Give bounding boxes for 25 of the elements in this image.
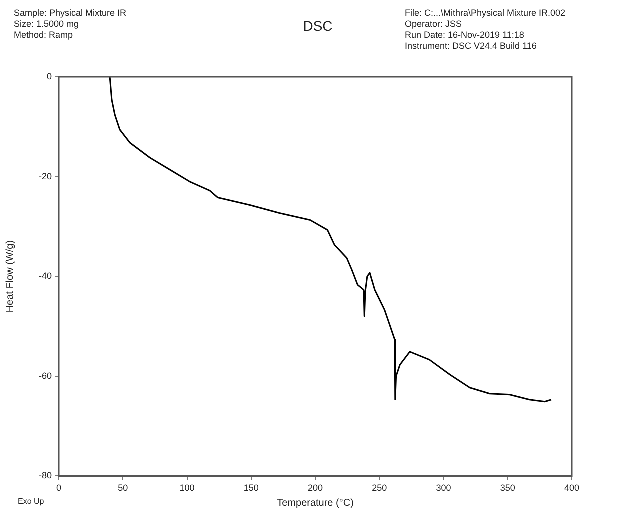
text: Instrument: DSC V24.4 Build 116 [405,41,538,52]
y-tick-label: -80 [38,470,52,481]
y-tick-label: -20 [38,171,52,182]
y-tick-label: -60 [38,370,52,381]
y-tick-label: 0 [46,71,52,82]
x-tick-label: 150 [244,483,259,494]
x-tick-label: 50 [118,483,128,494]
x-tick-label: 300 [436,483,452,494]
x-axis-title: Temperature (°C) [277,498,354,509]
x-tick-label: 200 [308,483,324,494]
text: Method: Ramp [14,30,74,41]
x-tick-label: 100 [180,483,195,494]
text: Size: 1.5000 mg [14,19,80,30]
text: File: C:...\Mithra\Physical Mixture IR.002 [405,8,566,19]
text: Sample: Physical Mixture IR [14,8,127,19]
text: Exo Up [18,497,44,506]
x-tick-label: 0 [56,483,62,494]
y-axis-title: Heat Flow (W/g) [4,240,16,313]
x-tick-label: 400 [564,483,580,494]
text: Run Date: 16-Nov-2019 11:18 [405,30,526,41]
text: Operator: JSS [405,19,464,30]
x-tick-label: 350 [500,483,516,494]
y-tick-label: -40 [38,271,52,282]
x-tick-label: 250 [372,483,388,494]
chart-title: DSC [303,18,333,34]
